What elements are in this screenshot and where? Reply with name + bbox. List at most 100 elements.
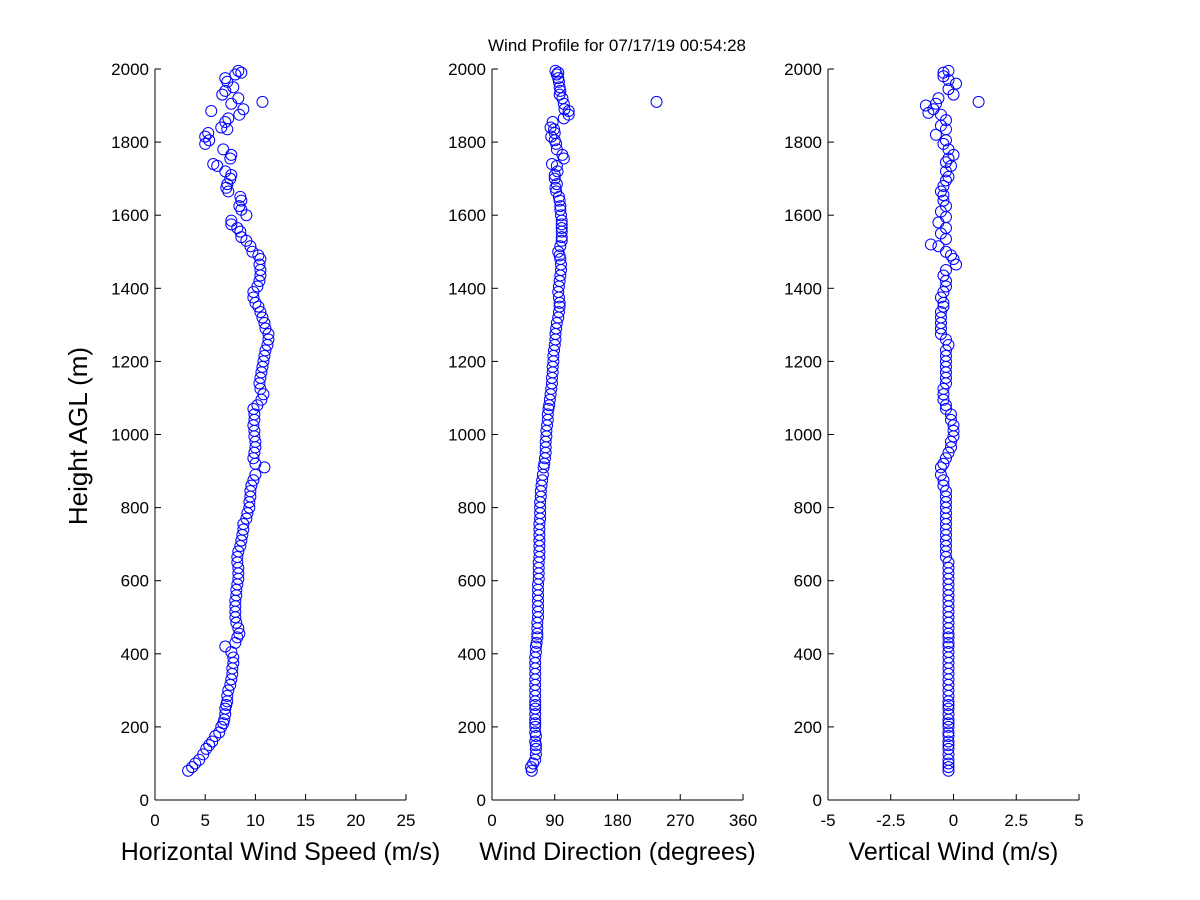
data-point bbox=[530, 636, 543, 649]
data-point bbox=[247, 291, 260, 304]
data-point bbox=[234, 190, 247, 203]
data-point bbox=[537, 461, 550, 474]
y-tick-label: 1200 bbox=[448, 352, 486, 371]
y-tick-label: 1800 bbox=[111, 133, 149, 152]
data-point bbox=[924, 238, 937, 251]
data-point bbox=[937, 66, 950, 79]
data-point bbox=[199, 130, 212, 143]
data-point bbox=[231, 550, 244, 563]
data-point bbox=[216, 88, 229, 101]
data-point bbox=[225, 168, 238, 181]
data-point bbox=[207, 158, 220, 171]
data-point bbox=[544, 121, 557, 134]
y-tick-label: 600 bbox=[121, 572, 149, 591]
data-point bbox=[554, 203, 567, 216]
data-point bbox=[529, 720, 542, 733]
data-point bbox=[937, 179, 950, 192]
data-point bbox=[231, 221, 244, 234]
data-point bbox=[937, 479, 950, 492]
data-point bbox=[258, 349, 271, 362]
data-point bbox=[942, 338, 955, 351]
y-tick-label: 1400 bbox=[448, 279, 486, 298]
data-point bbox=[942, 748, 955, 761]
y-tick-label: 0 bbox=[813, 791, 822, 810]
data-point bbox=[529, 735, 542, 748]
data-point bbox=[942, 446, 955, 459]
data-point bbox=[237, 518, 250, 531]
data-point bbox=[550, 185, 563, 198]
data-point bbox=[554, 253, 567, 266]
data-point bbox=[257, 388, 270, 401]
data-point bbox=[553, 81, 566, 94]
y-tick-label: 2000 bbox=[111, 60, 149, 79]
data-point bbox=[233, 200, 246, 213]
data-point bbox=[225, 218, 238, 231]
x-tick-label: 5 bbox=[1074, 811, 1083, 830]
data-point bbox=[555, 234, 568, 247]
data-point bbox=[217, 143, 230, 156]
data-point bbox=[256, 95, 269, 108]
y-tick-label: 2000 bbox=[784, 60, 822, 79]
data-point bbox=[542, 402, 555, 415]
data-point bbox=[240, 512, 253, 525]
data-point bbox=[942, 739, 955, 752]
data-point bbox=[934, 461, 947, 474]
data-point bbox=[555, 221, 568, 234]
y-tick-label: 1200 bbox=[784, 352, 822, 371]
data-point bbox=[942, 631, 955, 644]
data-point bbox=[942, 636, 955, 649]
y-tick-label: 1400 bbox=[111, 279, 149, 298]
data-point bbox=[942, 170, 955, 183]
data-point bbox=[202, 126, 215, 139]
x-tick-label: 15 bbox=[296, 811, 315, 830]
data-point bbox=[219, 72, 232, 85]
y-tick-label: 1000 bbox=[111, 426, 149, 445]
data-point bbox=[248, 408, 261, 421]
data-point bbox=[529, 730, 542, 743]
data-point bbox=[186, 761, 199, 774]
data-point bbox=[221, 123, 234, 136]
data-point bbox=[256, 311, 269, 324]
data-point bbox=[937, 189, 950, 202]
data-point bbox=[546, 115, 559, 128]
y-tick-label: 1200 bbox=[111, 352, 149, 371]
data-point bbox=[937, 388, 950, 401]
data-point bbox=[247, 474, 260, 487]
data-point bbox=[246, 245, 259, 258]
data-point bbox=[219, 165, 232, 178]
data-point bbox=[531, 631, 544, 644]
data-point bbox=[258, 317, 271, 330]
data-point bbox=[942, 742, 955, 755]
data-point bbox=[555, 231, 568, 244]
data-point bbox=[942, 702, 955, 715]
data-point bbox=[189, 757, 202, 770]
data-point bbox=[245, 479, 258, 492]
data-point bbox=[944, 435, 957, 448]
y-tick-label: 1000 bbox=[448, 426, 486, 445]
data-point bbox=[205, 105, 218, 118]
x-tick-label: -2.5 bbox=[876, 811, 905, 830]
y-tick-label: 2000 bbox=[448, 60, 486, 79]
y-tick-label: 600 bbox=[794, 572, 822, 591]
data-point bbox=[548, 168, 561, 181]
y-tick-label: 400 bbox=[458, 645, 486, 664]
data-point bbox=[942, 556, 955, 569]
y-tick-label: 800 bbox=[458, 499, 486, 518]
data-point bbox=[529, 717, 542, 730]
data-point bbox=[221, 689, 234, 702]
data-point bbox=[950, 77, 963, 90]
wind-direction-panel: 0 200 400 600 800 1000 1200 1400 1600 1800 2000 0 90… bbox=[448, 60, 757, 866]
x-axis-label: Wind Direction (degrees) bbox=[479, 838, 756, 866]
data-point bbox=[939, 264, 952, 277]
data-point bbox=[944, 441, 957, 454]
data-point bbox=[529, 748, 542, 761]
data-point bbox=[553, 300, 566, 313]
data-point bbox=[529, 739, 542, 752]
data-point bbox=[254, 306, 267, 319]
data-point bbox=[942, 757, 955, 770]
data-point bbox=[225, 214, 238, 227]
x-axis-label: Horizontal Wind Speed (m/s) bbox=[121, 838, 441, 866]
data-point bbox=[235, 66, 248, 79]
data-point bbox=[947, 424, 960, 437]
data-point bbox=[972, 95, 985, 108]
